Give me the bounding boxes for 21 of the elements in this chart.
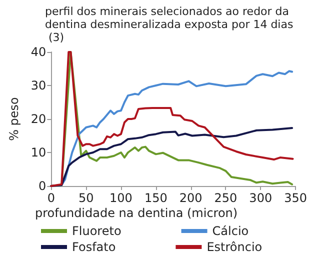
- legend-label: Fosfato: [72, 240, 116, 254]
- y-tick-label: 0: [38, 179, 46, 193]
- x-tick-label: 50: [78, 191, 94, 205]
- x-tick-label: 100: [110, 191, 132, 205]
- y-tick-label: 10: [30, 146, 46, 160]
- x-tick-label: 350: [284, 191, 307, 205]
- y-tick-label: 40: [30, 45, 46, 59]
- x-tick-label: 150: [144, 191, 168, 205]
- x-tick-label: 200: [179, 191, 202, 205]
- x-tick-label: 300: [249, 191, 272, 205]
- legend-label: Fluoreto: [72, 224, 122, 238]
- legend-label: Estrôncio: [206, 240, 262, 254]
- legend-label: Cálcio: [212, 224, 249, 238]
- y-tick-label: 20: [30, 112, 46, 126]
- chart-title: perfil dos minerais selecionados ao redor da dentina desmineralizada exposta por 14 dias (3): [45, 5, 294, 44]
- y-tick-label: 30: [30, 78, 46, 92]
- line-series: [50, 127, 294, 187]
- x-tick-label: 0: [47, 191, 55, 205]
- x-axis-title: profundidade na dentina (micron): [35, 206, 238, 220]
- x-tick-label: 250: [214, 191, 238, 205]
- y-axis-title: % peso: [7, 97, 21, 141]
